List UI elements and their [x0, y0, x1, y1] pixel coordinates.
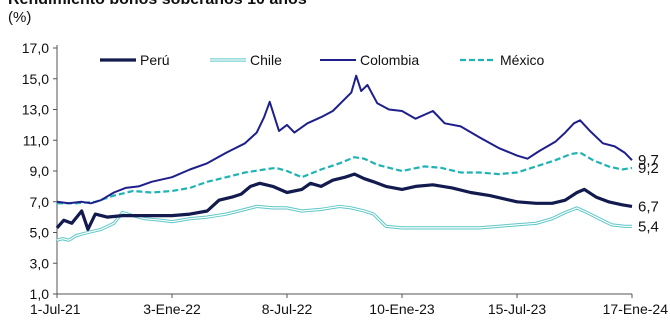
- x-tick-label: 8-Jul-22: [262, 301, 313, 317]
- legend-label-peru: Perú: [140, 52, 170, 68]
- x-tick-label: 15-Jul-23: [488, 301, 547, 317]
- legend: Perú Chile Colombia México: [100, 52, 545, 68]
- axes: 1,0 3,0 5,0 7,0 9,0 11,0 13,0 15,0 17,0 1-Jul-21 3…: [22, 40, 668, 317]
- y-tick-label: 3,0: [30, 255, 50, 271]
- series-line-chile-inner: [56, 205, 632, 241]
- x-tick-label: 17-Ene-24: [603, 301, 669, 317]
- x-tick-label: 1-Jul-21: [30, 301, 81, 317]
- series-line-mexico: [57, 151, 633, 205]
- y-tick-label: 15,0: [22, 71, 49, 87]
- series-line-chile: [56, 204, 632, 242]
- end-labels: 6,7 5,4 9,79,2: [638, 152, 659, 235]
- y-tick-label: 9,0: [30, 163, 50, 179]
- x-tick-label: 10-Ene-23: [369, 301, 435, 317]
- end-label-colombia: 9,7: [638, 152, 659, 169]
- y-tick-label: 1,0: [30, 286, 50, 302]
- series-line-peru: [55, 172, 633, 231]
- end-label-chile: 5,4: [638, 218, 659, 235]
- y-tick-label: 13,0: [22, 102, 49, 118]
- series-line-colombia: [56, 74, 633, 205]
- y-axis-unit: (%): [8, 9, 32, 26]
- chart-title: Rendimiento bonos soberanos 10 años: [8, 0, 307, 9]
- y-tick-label: 5,0: [30, 225, 50, 241]
- end-label-peru: 6,7: [638, 198, 659, 215]
- legend-label-chile: Chile: [250, 52, 282, 68]
- y-tick-label: 17,0: [22, 40, 49, 56]
- y-tick-label: 7,0: [30, 194, 50, 210]
- end-label-mexico: 9,2: [638, 160, 659, 177]
- legend-label-mexico: México: [500, 52, 545, 68]
- legend-label-colombia: Colombia: [360, 52, 419, 68]
- x-tick-label: 3-Ene-22: [143, 301, 201, 317]
- y-tick-label: 11,0: [23, 132, 49, 148]
- series-layer: [55, 74, 633, 242]
